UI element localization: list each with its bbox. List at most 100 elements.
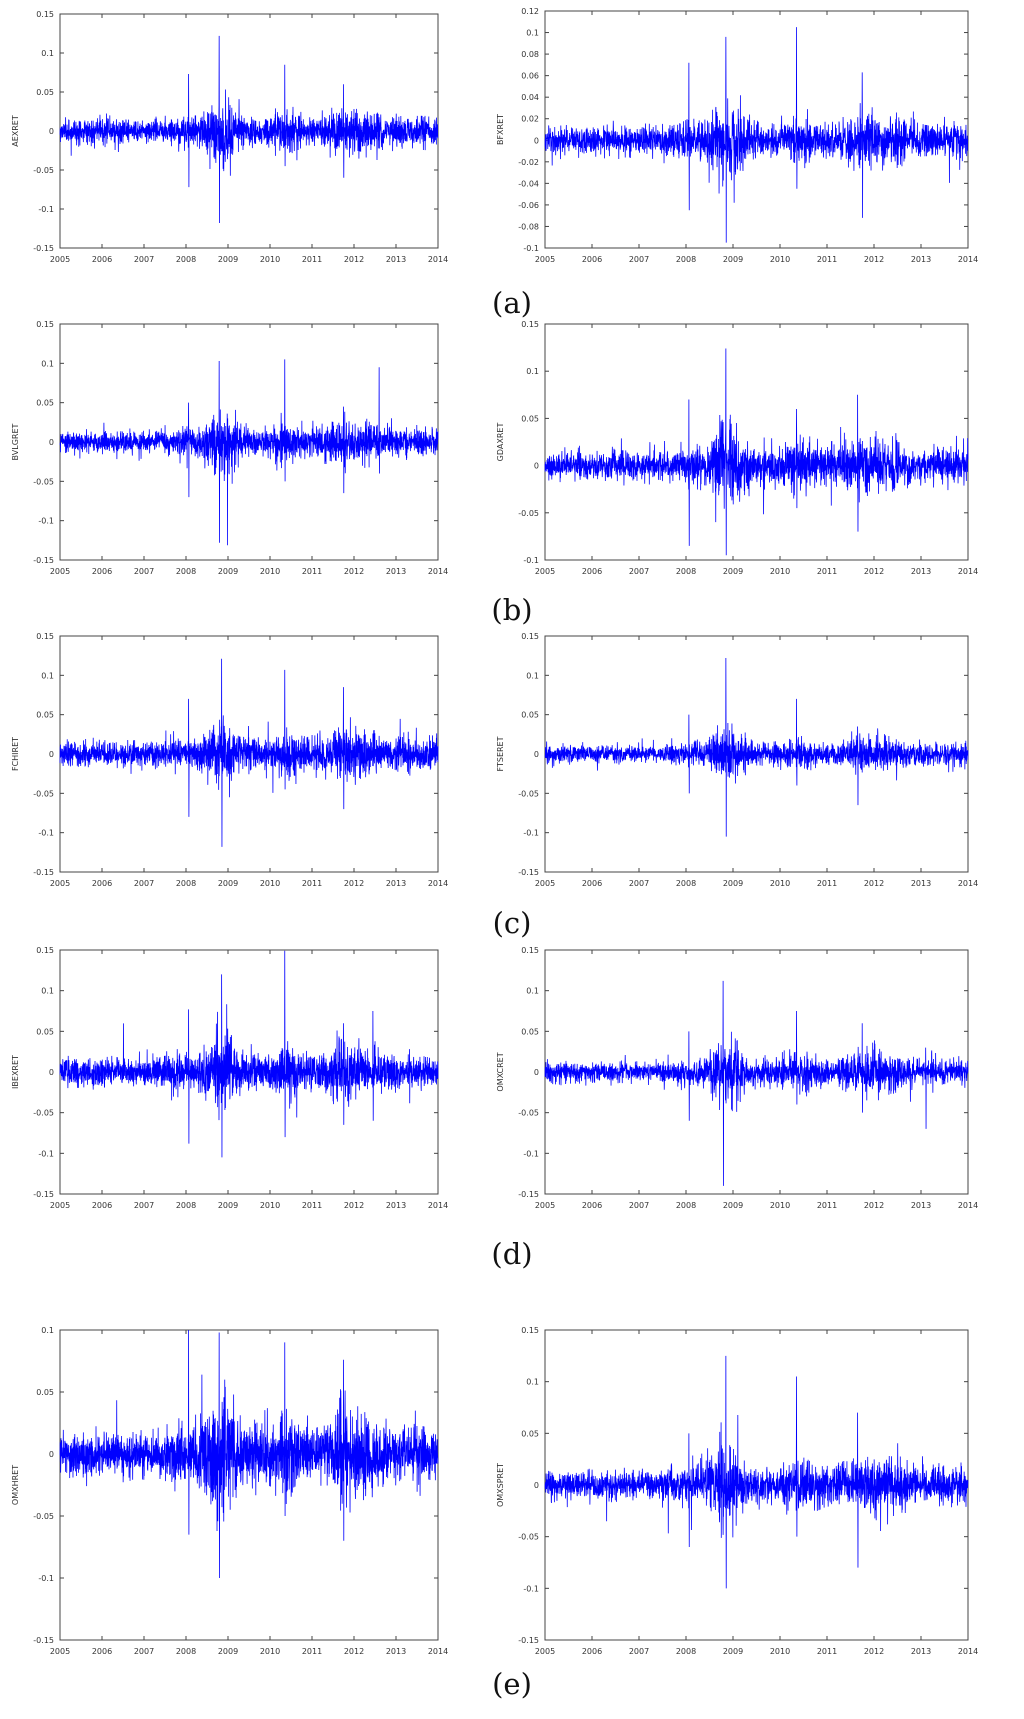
x-tick-label: 2008 — [176, 1201, 196, 1210]
x-tick-label: 2010 — [260, 1201, 280, 1210]
plot-frame — [59, 1329, 439, 1641]
y-tick-label: -0.1 — [523, 556, 539, 565]
x-tick-label: 2012 — [344, 255, 364, 264]
chart-fchiret: -0.15 -0.1 -0.05 0 0.05 0.1 0.15 2005 2006 2007 20… — [0, 624, 480, 908]
chart-svg: -0.15 -0.1 -0.05 0 0.05 0.1 0.15 2005 2006 2007 20… — [496, 946, 978, 1210]
x-tick-label: 2012 — [344, 879, 364, 888]
x-tick-label: 2014 — [958, 1647, 978, 1656]
y-tick-label: -0.15 — [33, 868, 54, 877]
y-tick-label: -0.1 — [38, 1574, 54, 1583]
return-series-line — [544, 980, 969, 1186]
y-tick-label: 0.15 — [36, 632, 54, 641]
x-tick-label: 2005 — [535, 1647, 555, 1656]
y-tick-label: -0.05 — [33, 1109, 54, 1118]
chart-svg: -0.15 -0.1 -0.05 0 0.05 0.1 0.15 2005 2006 2007 20… — [11, 946, 448, 1210]
return-series-line — [544, 1355, 969, 1589]
y-tick-label: 0.1 — [41, 359, 54, 368]
y-tick-label: 0.1 — [526, 29, 539, 38]
x-tick-label: 2006 — [582, 567, 602, 576]
y-tick-label: -0.1 — [523, 829, 539, 838]
x-tick-label: 2006 — [92, 255, 112, 264]
x-tick-label: 2011 — [817, 879, 837, 888]
x-tick-label: 2010 — [770, 1647, 790, 1656]
x-tick-label: 2011 — [302, 879, 322, 888]
y-tick-label: 0 — [49, 127, 54, 136]
y-tick-label: 0.05 — [521, 1027, 539, 1036]
x-tick-label: 2014 — [428, 255, 448, 264]
x-tick-label: 2009 — [723, 567, 743, 576]
x-tick-label: 2009 — [218, 255, 238, 264]
y-tick-label: -0.05 — [33, 166, 54, 175]
chart-omxhret: -0.15 -0.1 -0.05 0 0.05 0.1 2005 2006 2007 2008 20… — [0, 1320, 480, 1660]
return-series-line — [59, 950, 439, 1158]
y-tick-label: 0.05 — [521, 711, 539, 720]
y-tick-label: 0.1 — [526, 367, 539, 376]
x-tick-label: 2006 — [582, 1647, 602, 1656]
y-tick-label: 0 — [534, 462, 539, 471]
x-tick-label: 2014 — [428, 1201, 448, 1210]
x-tick-label: 2009 — [723, 1201, 743, 1210]
y-tick-label: 0.05 — [36, 88, 54, 97]
y-tick-label: -0.1 — [523, 244, 539, 253]
y-tick-label: 0.05 — [36, 1388, 54, 1397]
y-tick-label: 0.1 — [41, 49, 54, 58]
x-tick-label: 2009 — [723, 879, 743, 888]
x-tick-label: 2012 — [344, 1647, 364, 1656]
y-tick-label: -0.08 — [518, 222, 539, 231]
y-tick-label: -0.1 — [523, 1584, 539, 1593]
y-axis-label: FCHIRET — [11, 737, 20, 771]
x-tick-label: 2005 — [535, 1201, 555, 1210]
chart-svg: -0.15 -0.1 -0.05 0 0.05 0.1 0.15 2005 2006 2007 20… — [11, 320, 448, 576]
x-tick-label: 2009 — [218, 879, 238, 888]
x-tick-label: 2008 — [176, 879, 196, 888]
x-tick-label: 2006 — [582, 255, 602, 264]
chart-ibexret: -0.15 -0.1 -0.05 0 0.05 0.1 0.15 2005 2006 2007 20… — [0, 940, 480, 1230]
y-tick-label: -0.1 — [523, 1149, 539, 1158]
y-axis-label: OMXCRET — [496, 1052, 505, 1091]
x-tick-label: 2007 — [629, 255, 649, 264]
x-tick-label: 2013 — [911, 1201, 931, 1210]
y-tick-label: -0.15 — [33, 244, 54, 253]
y-tick-label: 0.08 — [521, 50, 539, 59]
y-axis-label: OMXHRET — [11, 1465, 20, 1505]
chart-svg: -0.15 -0.1 -0.05 0 0.05 0.1 2005 2006 2007 2008 20… — [11, 1326, 448, 1656]
y-tick-label: -0.15 — [33, 556, 54, 565]
y-tick-label: 0.12 — [521, 7, 539, 16]
chart-gdaxret: -0.1 -0.05 0 0.05 0.1 0.15 2005 2006 2007 2008 200… — [490, 312, 1010, 596]
x-tick-label: 2012 — [344, 1201, 364, 1210]
y-axis-label: BFXRET — [496, 114, 505, 145]
y-tick-label: -0.05 — [33, 1512, 54, 1521]
x-tick-label: 2008 — [676, 1201, 696, 1210]
y-tick-label: 0 — [49, 438, 54, 447]
chart-omxspret: -0.15 -0.1 -0.05 0 0.05 0.1 0.15 2005 2006 2007 20… — [490, 1320, 1010, 1660]
y-tick-label: 0.15 — [521, 1326, 539, 1335]
x-tick-label: 2006 — [92, 879, 112, 888]
y-tick-label: -0.02 — [518, 158, 539, 167]
y-tick-label: 0.05 — [36, 1027, 54, 1036]
x-tick-label: 2011 — [817, 1647, 837, 1656]
caption-d: (d) — [491, 1237, 533, 1271]
x-tick-label: 2012 — [864, 255, 884, 264]
y-axis-label: OMXSPRET — [496, 1463, 505, 1507]
x-tick-label: 2007 — [629, 879, 649, 888]
caption-a: (a) — [492, 286, 532, 320]
x-tick-label: 2009 — [723, 255, 743, 264]
x-tick-label: 2012 — [864, 567, 884, 576]
y-axis-label: BVLGRET — [11, 423, 20, 460]
x-tick-label: 2006 — [92, 1647, 112, 1656]
return-series-line — [59, 35, 439, 224]
x-tick-label: 2008 — [676, 879, 696, 888]
x-tick-label: 2011 — [302, 567, 322, 576]
x-tick-label: 2008 — [176, 1647, 196, 1656]
x-tick-label: 2012 — [344, 567, 364, 576]
x-tick-label: 2006 — [582, 879, 602, 888]
x-tick-label: 2013 — [386, 879, 406, 888]
x-tick-label: 2005 — [50, 879, 70, 888]
y-tick-label: -0.1 — [38, 517, 54, 526]
y-tick-label: 0.05 — [521, 414, 539, 423]
y-tick-label: 0 — [534, 1068, 539, 1077]
return-series-line — [59, 1329, 439, 1579]
x-tick-label: 2011 — [302, 1647, 322, 1656]
x-tick-label: 2013 — [911, 567, 931, 576]
chart-bfxret: -0.1 -0.08 -0.06 -0.04 -0.02 0 0.02 0.04 0.06 0.0… — [490, 0, 1010, 290]
